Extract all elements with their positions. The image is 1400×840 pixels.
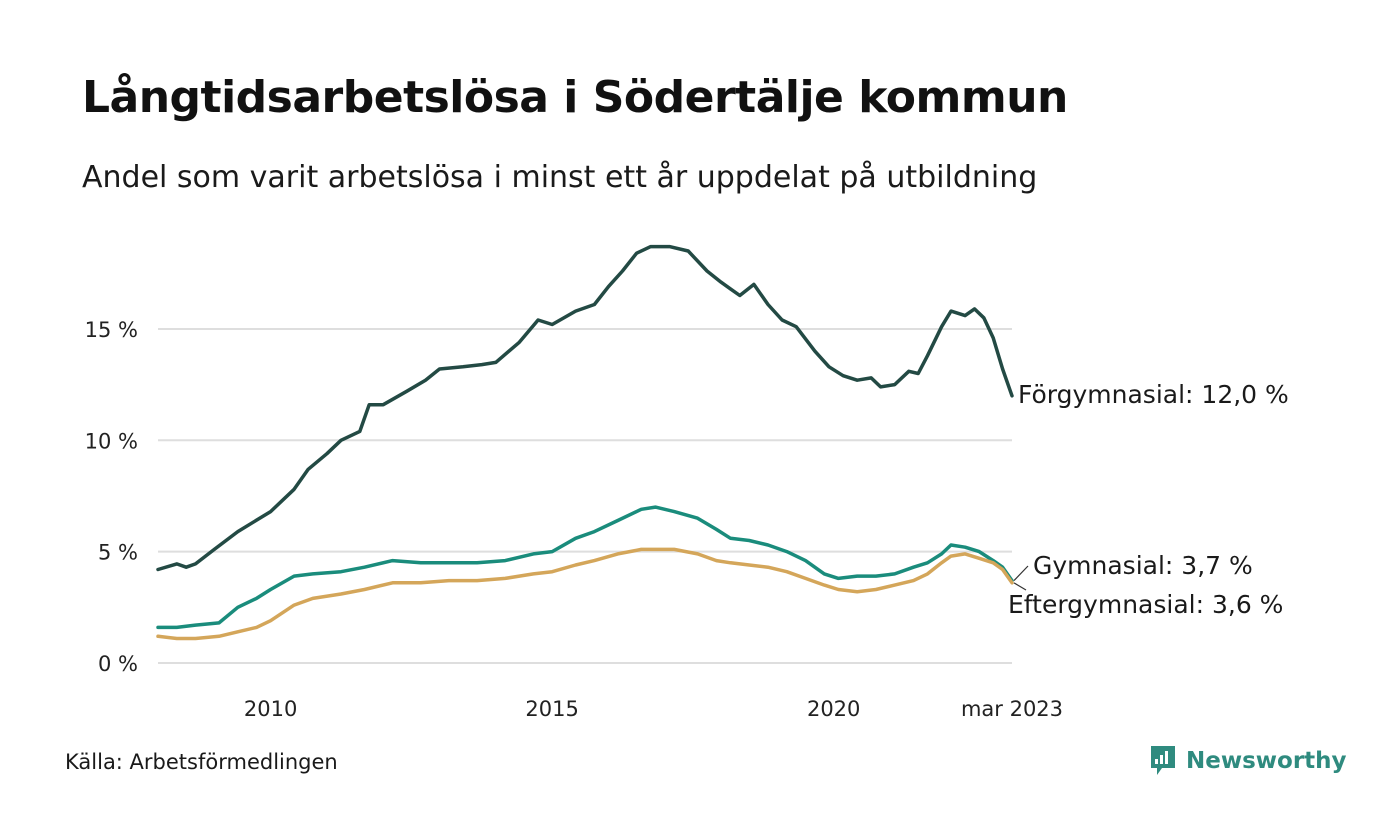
x-tick-label-2: 2020 [807, 697, 860, 721]
grid-lines [158, 327, 1012, 664]
y-tick-label-5: 5 % [98, 541, 138, 565]
series-line-förgymnasial [156, 244, 1014, 572]
y-tick-label-15: 15 % [85, 318, 138, 342]
brand-logo: Newsworthy [1148, 744, 1347, 778]
chart-subtitle: Andel som varit arbetslösa i minst ett å… [82, 160, 1038, 195]
x-tick-label-1: 2015 [525, 697, 578, 721]
end-label-förgymnasial: Förgymnasial: 12,0 % [1018, 380, 1289, 409]
y-axis-ticks: 0 % 5 % 10 % 15 % [85, 318, 138, 676]
leader-line-gymnasial [1013, 565, 1029, 582]
line-chart: 0 % 5 % 10 % 15 % 2010 2015 2020 mar 2023 Förg… [85, 244, 1289, 721]
newsworthy-logo-icon [1151, 746, 1175, 775]
y-tick-label-10: 10 % [85, 429, 138, 453]
x-tick-label-0: 2010 [244, 697, 297, 721]
x-tick-label-3: mar 2023 [961, 697, 1063, 721]
leader-line-eftergymnasial [1013, 582, 1027, 591]
chart-title: Långtidsarbetslösa i Södertälje kommun [82, 72, 1068, 123]
end-label-eftergymnasial: Eftergymnasial: 3,6 % [1008, 590, 1283, 619]
series-line-gymnasial [156, 505, 1014, 630]
brand-name: Newsworthy [1186, 748, 1347, 774]
series-lines [156, 244, 1014, 641]
series-end-labels: Förgymnasial: 12,0 % Gymnasial: 3,7 % Efte… [1008, 380, 1289, 619]
source-note: Källa: Arbetsförmedlingen [65, 750, 338, 774]
y-tick-label-0: 0 % [98, 652, 138, 676]
end-label-gymnasial: Gymnasial: 3,7 % [1033, 551, 1253, 580]
x-axis-ticks: 2010 2015 2020 mar 2023 [244, 697, 1063, 721]
series-line-eftergymnasial [156, 547, 1014, 641]
